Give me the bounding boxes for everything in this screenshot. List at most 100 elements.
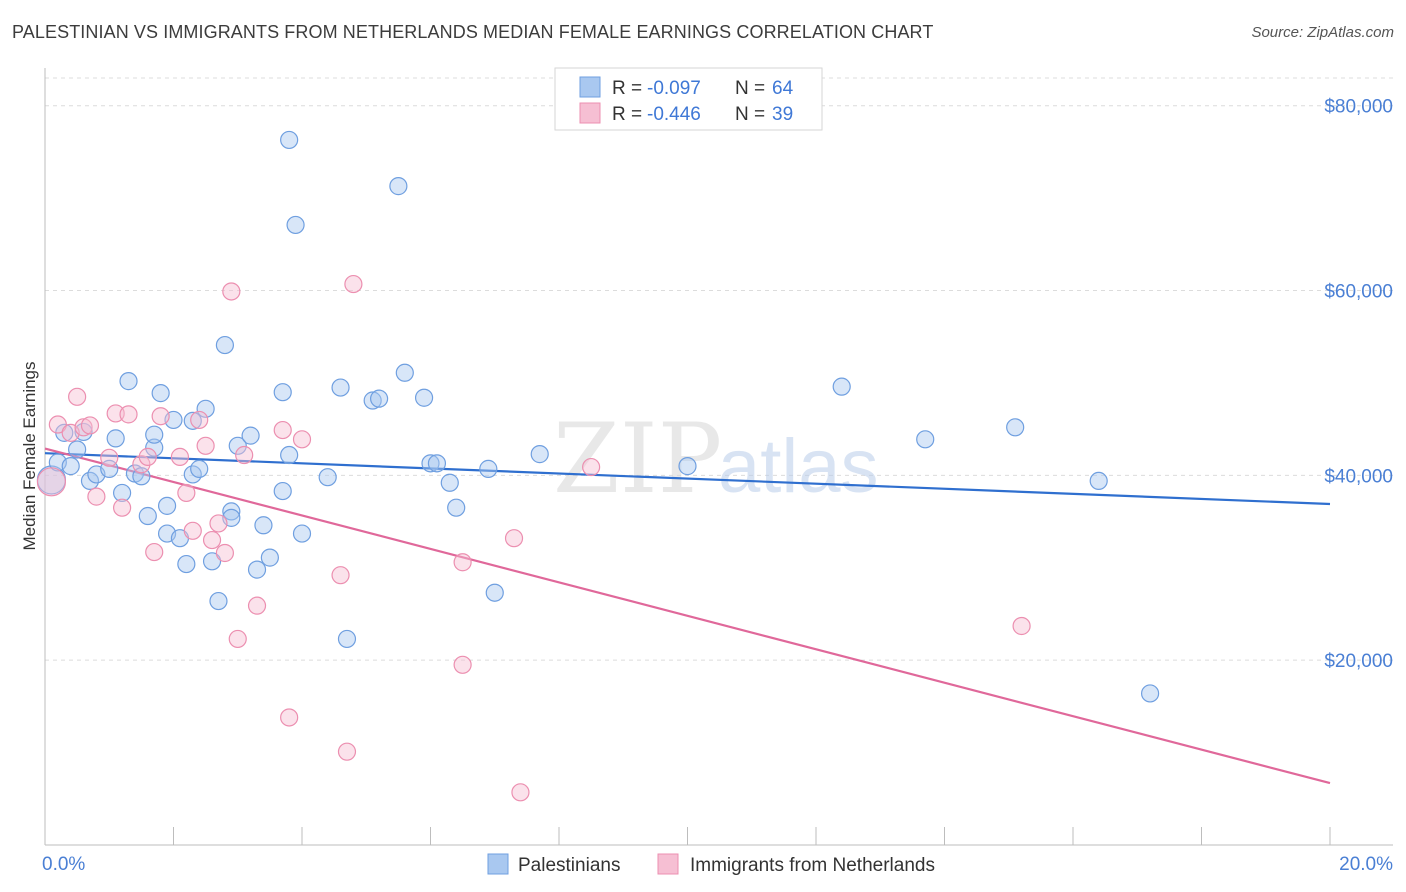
point-blue-29 <box>215 335 234 355</box>
point-pink-16 <box>177 483 196 503</box>
point-blue-34 <box>247 560 267 579</box>
legend-swatch-blue <box>579 76 601 98</box>
point-blue-35 <box>254 516 273 535</box>
point-blue-16 <box>145 425 164 444</box>
point-blue-18 <box>157 496 177 515</box>
y-tick-label-0: $20,000 <box>1324 651 1393 672</box>
point-blue-45 <box>337 629 357 649</box>
legend-n-value-1: 64 <box>772 78 794 99</box>
point-blue-49 <box>395 363 414 382</box>
point-pink-37 <box>582 457 601 477</box>
point-pink-33 <box>453 553 472 572</box>
bottom-legend: Palestinians Immigrants from Netherlands <box>487 853 935 876</box>
point-blue-26 <box>196 399 215 418</box>
point-pink-4 <box>74 418 93 437</box>
point-blue-44 <box>331 378 350 397</box>
bottom-legend-label-2: Immigrants from Netherlands <box>690 855 935 876</box>
point-pink-10 <box>119 405 138 424</box>
point-pink-22 <box>215 543 234 563</box>
point-blue-37 <box>273 481 292 501</box>
point-pink-32 <box>344 274 363 294</box>
point-pink-28 <box>280 708 299 727</box>
point-pink-20 <box>202 530 222 550</box>
point-pink-34 <box>453 655 472 674</box>
y-axis-label: Median Female Earnings <box>20 362 39 551</box>
point-pink-38 <box>1012 616 1031 636</box>
point-blue-6 <box>80 471 100 491</box>
trend-line-blue <box>44 452 1331 506</box>
point-blue-24 <box>183 411 202 430</box>
x-tick-min: 0.0% <box>42 854 85 875</box>
point-blue-53 <box>440 473 459 492</box>
bottom-legend-swatch-blue <box>487 853 509 875</box>
point-blue-32 <box>228 436 247 455</box>
point-blue-41 <box>286 215 305 235</box>
point-blue-36 <box>260 548 279 567</box>
point-pink-7 <box>100 448 119 467</box>
point-pink-29 <box>292 430 312 449</box>
data-points <box>36 130 1160 802</box>
point-pink-24 <box>228 629 247 649</box>
point-blue-40 <box>280 130 299 150</box>
point-blue-10 <box>112 483 132 503</box>
point-blue-61 <box>1006 418 1025 437</box>
point-blue-47 <box>370 389 389 408</box>
point-blue-46 <box>363 391 382 410</box>
point-pink-3 <box>68 387 87 406</box>
point-blue-38 <box>273 383 292 402</box>
legend-n-label-1: N = <box>735 78 765 99</box>
point-pink-23 <box>222 282 241 301</box>
legend-r-value-1: -0.097 <box>647 78 701 99</box>
point-blue-5 <box>68 440 87 459</box>
grid-lines <box>45 77 1393 661</box>
point-blue-9 <box>106 429 125 448</box>
point-blue-4 <box>74 422 93 442</box>
point-blue-50 <box>414 388 434 407</box>
point-pink-6 <box>87 487 106 506</box>
point-pink-35 <box>504 529 524 548</box>
trend-line-pink <box>44 447 1331 785</box>
point-blue-17 <box>151 384 170 403</box>
point-pink-5 <box>80 416 100 435</box>
point-pink-12 <box>138 447 157 466</box>
legend-r-label-2: R = <box>612 104 642 125</box>
legend-n-value-2: 39 <box>772 104 793 125</box>
point-blue-11 <box>119 372 138 391</box>
legend-r-value-2: -0.446 <box>647 104 701 125</box>
point-blue-51 <box>421 454 440 473</box>
y-tick-label-1: $40,000 <box>1324 466 1393 487</box>
point-blue-55 <box>485 583 504 602</box>
point-blue-56 <box>479 459 498 478</box>
y-tick-label-2: $60,000 <box>1324 282 1393 303</box>
point-blue-42 <box>292 524 312 543</box>
watermark-atlas: atlas <box>718 424 879 509</box>
legend-r-label-1: R = <box>612 78 642 99</box>
point-blue-58 <box>678 457 697 476</box>
point-pink-18 <box>190 410 209 430</box>
point-pink-25 <box>235 445 254 465</box>
point-blue-54 <box>447 498 466 517</box>
legend-n-label-2: N = <box>735 104 765 125</box>
point-blue-48 <box>389 177 408 196</box>
point-blue-14 <box>138 506 157 526</box>
point-pink-11 <box>132 455 151 474</box>
watermark: ZIP atlas <box>553 403 879 515</box>
point-pink-17 <box>183 521 202 540</box>
point-blue-39 <box>280 445 299 465</box>
x-tick-max: 20.0% <box>1339 854 1393 875</box>
point-blue-60 <box>916 430 935 449</box>
y-tick-label-3: $80,000 <box>1324 97 1393 118</box>
point-blue-62 <box>1089 471 1108 491</box>
source-credit: Source: ZipAtlas.com <box>1251 24 1394 41</box>
trend-lines <box>44 447 1331 785</box>
point-pink-19 <box>196 436 215 455</box>
point-blue-28 <box>209 591 228 611</box>
point-blue-33 <box>241 426 260 445</box>
point-pink-27 <box>273 420 292 440</box>
point-pink-26 <box>247 596 267 615</box>
bottom-legend-label-1: Palestinians <box>518 855 620 876</box>
point-blue-52 <box>427 454 447 473</box>
point-pink-13 <box>145 542 164 562</box>
point-pink-14 <box>151 407 170 426</box>
